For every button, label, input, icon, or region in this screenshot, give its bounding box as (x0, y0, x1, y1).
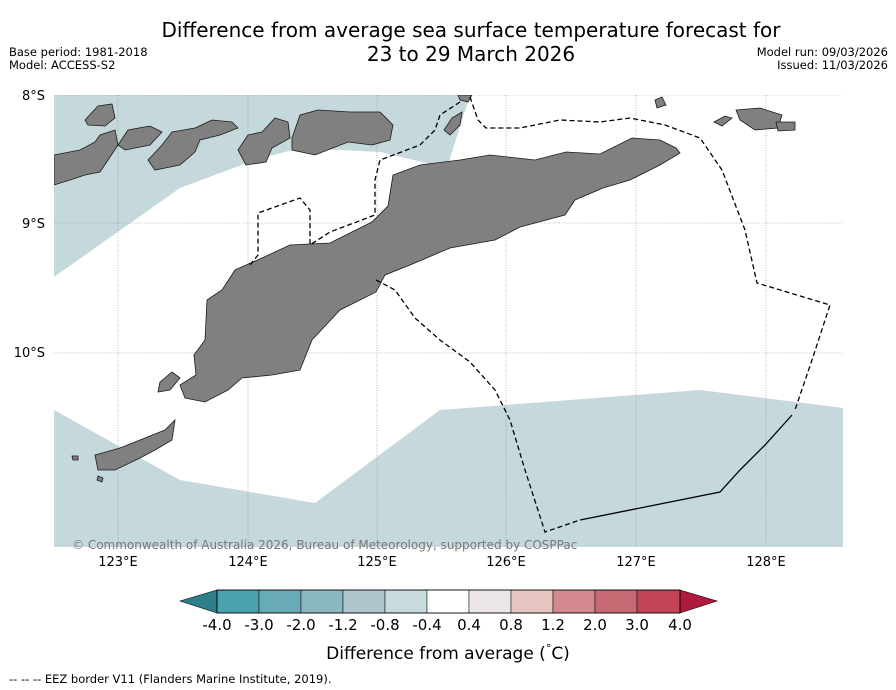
issued-date: Issued: 11/03/2026 (777, 58, 888, 72)
eez-border-south (375, 279, 581, 533)
solor-island (117, 125, 163, 151)
map-title: Difference from average sea surface temp… (0, 18, 896, 66)
legend-bin (300, 589, 344, 614)
legend-tick: -3.0 (244, 616, 273, 634)
model-run-date: Model run: 09/03/2026 (756, 45, 888, 59)
leti-island (713, 115, 733, 127)
lon-axis: 123°E 124°E 125°E 126°E 127°E 128°E (98, 555, 786, 570)
legend-tick: 1.2 (541, 616, 565, 634)
lon-label-123e: 123°E (98, 555, 138, 570)
flores-island (54, 129, 119, 186)
cool-anomaly-region-south (54, 390, 843, 547)
legend-title-degree: ° (546, 642, 552, 655)
legend-ticks: -4.0 -3.0 -2.0 -1.2 -0.8 -0.4 0.4 0.8 1.… (202, 616, 692, 634)
adonara-island (84, 103, 116, 127)
wetar-island (457, 95, 473, 103)
legend-bin (258, 589, 302, 614)
legend-tick: -0.8 (370, 616, 399, 634)
semau-island (157, 371, 181, 393)
copyright-notice: © Commonwealth of Australia 2026, Bureau… (72, 538, 577, 552)
eez-median-line (579, 414, 793, 521)
atauro-island (443, 111, 463, 136)
eez-border-northwest (249, 101, 461, 266)
legend-tick: 0.8 (499, 616, 523, 634)
lat-label-10s: 10°S (14, 346, 45, 361)
rote-island (94, 418, 176, 471)
legend-under-triangle (178, 589, 218, 614)
legend-bin (636, 589, 681, 614)
legend-bin (384, 589, 428, 614)
model-name: Model: ACCESS-S2 (9, 58, 116, 72)
lon-label-128e: 128°E (746, 555, 786, 570)
lon-label-125e: 125°E (357, 555, 397, 570)
kisar-island (654, 96, 667, 109)
legend-title: Difference from average (°C) (326, 642, 570, 664)
lakor-island (775, 121, 796, 132)
lat-axis: 8°S 9°S 10°S (14, 89, 45, 361)
lon-label-126e: 126°E (486, 555, 526, 570)
map-plot-area (54, 95, 843, 547)
legend-tick: -0.4 (412, 616, 441, 634)
ndao-island (71, 455, 79, 461)
land-masses (54, 95, 796, 483)
lon-label-124e: 124°E (228, 555, 268, 570)
legend-colorbar (178, 589, 719, 614)
model-info: Base period: 1981-2018 Model: ACCESS-S2 (9, 46, 148, 72)
alor-island (291, 109, 394, 156)
title-line-2: 23 to 29 March 2026 (366, 42, 576, 66)
legend-bin (426, 589, 470, 614)
legend-over-triangle (679, 589, 719, 614)
legend-bin (216, 589, 260, 614)
pantar-island (237, 117, 291, 166)
legend-title-prefix: Difference from average ( (326, 644, 546, 664)
timor-island (179, 137, 681, 403)
legend-bin (342, 589, 386, 614)
run-info: Model run: 09/03/2026 Issued: 11/03/2026 (757, 46, 888, 72)
legend-tick: -1.2 (328, 616, 357, 634)
legend-tick: 4.0 (668, 616, 692, 634)
legend-bin (594, 589, 638, 614)
legend-frame (216, 589, 681, 614)
sabu-islet (96, 475, 104, 483)
eez-border-north (469, 96, 831, 411)
lon-label-127e: 127°E (616, 555, 656, 570)
title-line-1: Difference from average sea surface temp… (161, 18, 781, 42)
legend-tick: -4.0 (202, 616, 231, 634)
legend-bin (468, 589, 512, 614)
legend-bin (552, 589, 596, 614)
legend-tick: 0.4 (457, 616, 481, 634)
legend-tick: 2.0 (583, 616, 607, 634)
lat-label-9s: 9°S (22, 217, 45, 232)
legend-title-unit: C) (551, 644, 570, 664)
legend-tick: -2.0 (286, 616, 315, 634)
legend-bin (510, 589, 554, 614)
lembata-island (147, 119, 239, 171)
legend-tick: 3.0 (625, 616, 649, 634)
base-period: Base period: 1981-2018 (9, 45, 148, 59)
eez-border (249, 96, 831, 533)
eez-footnote: -- -- -- EEZ border V11 (Flanders Marine… (9, 672, 332, 686)
lat-label-8s: 8°S (22, 89, 45, 104)
